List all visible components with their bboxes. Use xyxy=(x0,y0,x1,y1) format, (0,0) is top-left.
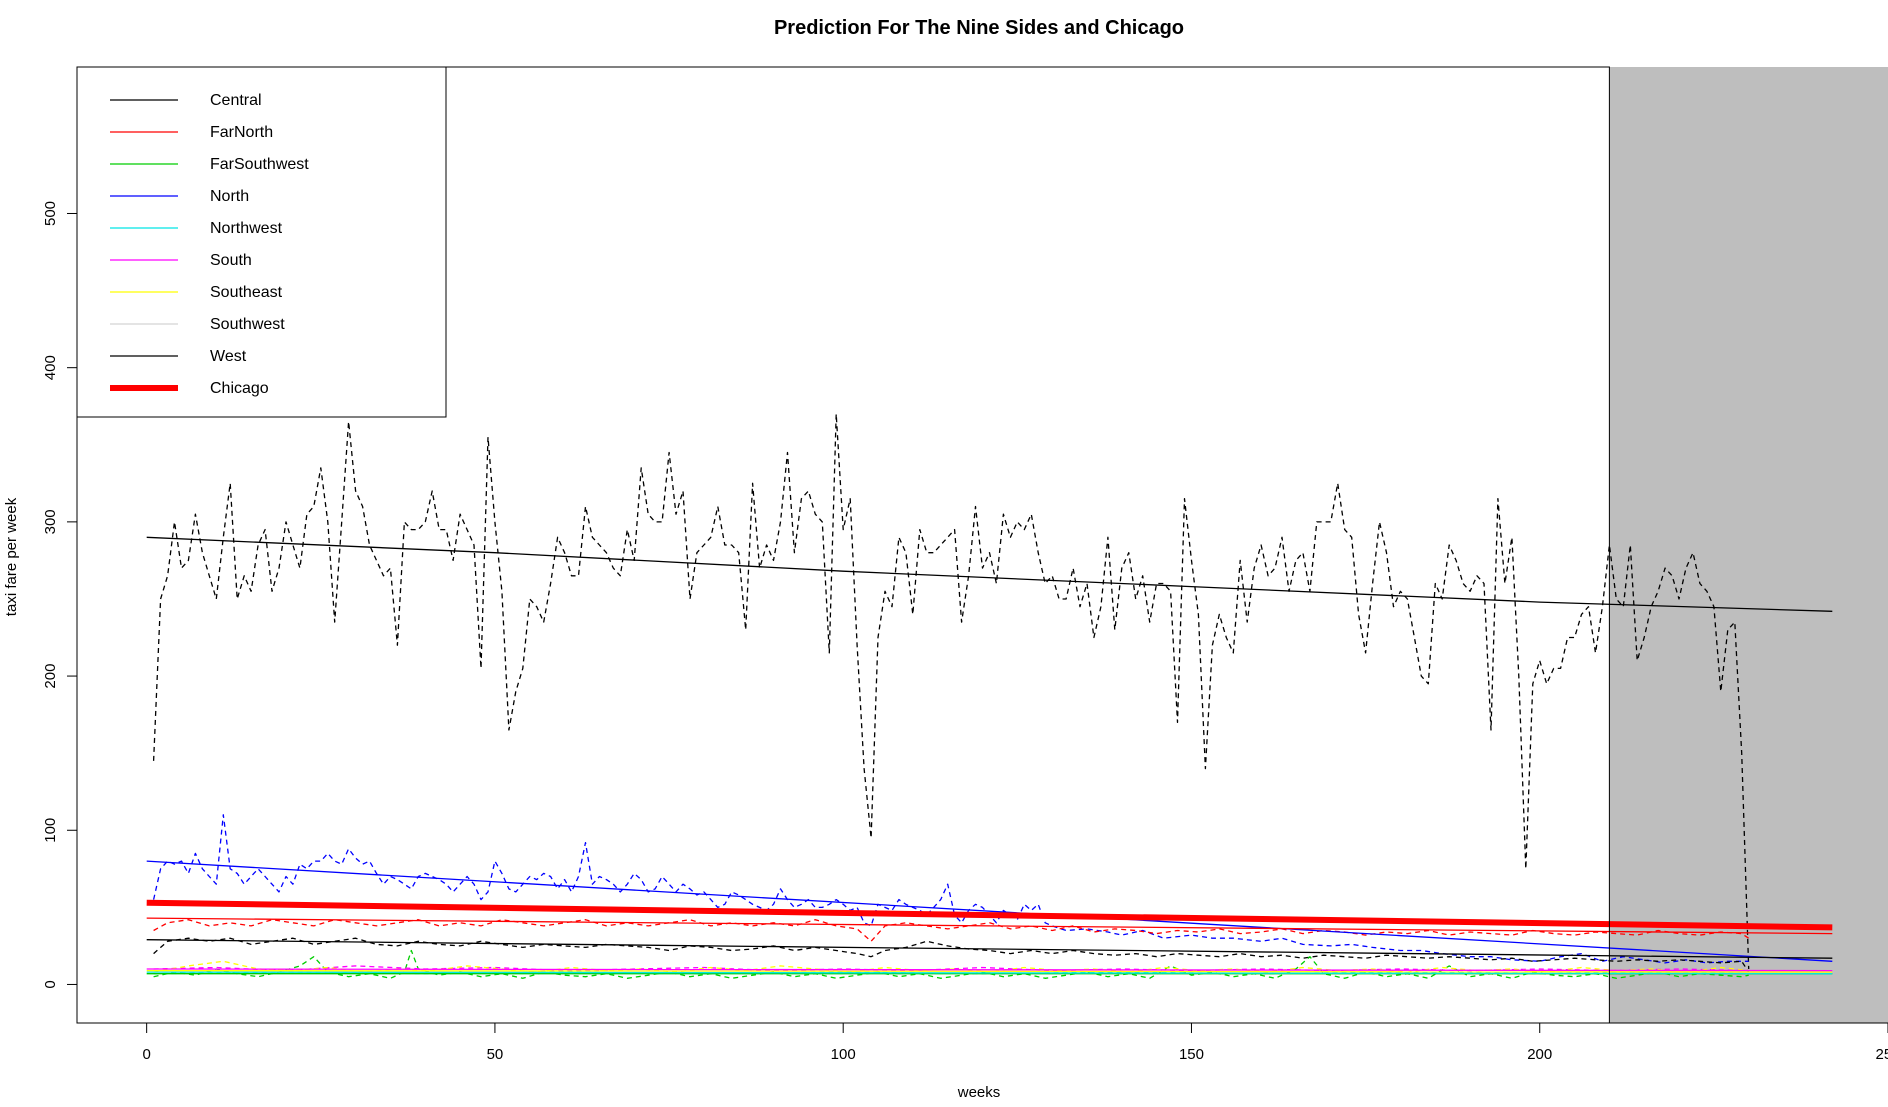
x-tick-label: 50 xyxy=(487,1046,504,1063)
legend-item-northwest: Northwest xyxy=(110,220,283,237)
legend-item-central: Central xyxy=(110,92,262,109)
legend-label: Central xyxy=(210,92,262,109)
series-line-central-dashed xyxy=(152,413,1750,970)
y-tick-label: 200 xyxy=(42,664,59,689)
y-tick-label: 300 xyxy=(42,509,59,534)
series-line-south-solid xyxy=(146,968,1833,972)
legend-item-north: North xyxy=(110,188,249,205)
legend-item-chicago: Chicago xyxy=(110,380,269,397)
legend: Central FarNorth FarSouthwest North Northwes… xyxy=(76,66,447,418)
series-line-farnorth-dashed xyxy=(153,919,1750,942)
series-line-south-dashed xyxy=(153,965,1749,972)
x-tick-label: 0 xyxy=(142,1046,150,1063)
legend-item-southwest: Southwest xyxy=(110,316,285,333)
series-line-northwest-solid xyxy=(146,971,1833,975)
legend-item-farnorth: FarNorth xyxy=(110,124,273,141)
series-line-farsouthwest-dashed xyxy=(153,949,1749,979)
legend-label: Southeast xyxy=(210,284,283,301)
legend-item-west: West xyxy=(110,348,247,365)
y-tick-label: 100 xyxy=(42,818,59,843)
y-axis-label: taxi fare per week xyxy=(3,497,20,616)
series-line-southeast-solid xyxy=(146,969,1833,973)
legend-item-south: South xyxy=(110,252,252,269)
x-tick-label: 100 xyxy=(831,1046,856,1063)
x-axis-label: weeks xyxy=(957,1084,1001,1101)
forecast-shade-layer xyxy=(1609,67,1888,1023)
y-tick-label: 500 xyxy=(42,201,59,226)
series-line-north-solid xyxy=(146,860,1833,962)
legend-label: Northwest xyxy=(210,220,283,237)
series-line-west-dashed xyxy=(153,937,1750,973)
legend-label: FarSouthwest xyxy=(210,156,309,173)
legend-label: South xyxy=(210,252,252,269)
legend-label: West xyxy=(210,348,247,365)
forecast-region xyxy=(1609,67,1888,1023)
x-tick-label: 250 xyxy=(1875,1046,1888,1063)
legend-label: Southwest xyxy=(210,316,285,333)
legend-label: Chicago xyxy=(210,380,269,397)
legend-box xyxy=(76,66,447,418)
legend-item-southeast: Southeast xyxy=(110,284,283,301)
series-line-central-solid xyxy=(146,536,1833,612)
x-tick-label: 150 xyxy=(1179,1046,1204,1063)
series-line-farnorth-solid xyxy=(146,917,1833,935)
series-line-chicago-bold xyxy=(146,899,1833,931)
legend-label: FarNorth xyxy=(210,124,273,141)
axis-layer: 0 50 100 150 200 250 0 100 200 300 400 500 xyxy=(42,201,1888,1063)
series-layer xyxy=(146,413,1833,979)
legend-label: North xyxy=(210,188,249,205)
chart-title: Prediction For The Nine Sides and Chicag… xyxy=(774,17,1184,39)
series-line-west-solid xyxy=(146,939,1833,959)
y-tick-label: 400 xyxy=(42,355,59,380)
x-tick-label: 200 xyxy=(1527,1046,1552,1063)
legend-item-farsouthwest: FarSouthwest xyxy=(110,156,309,173)
y-tick-label: 0 xyxy=(42,980,59,988)
